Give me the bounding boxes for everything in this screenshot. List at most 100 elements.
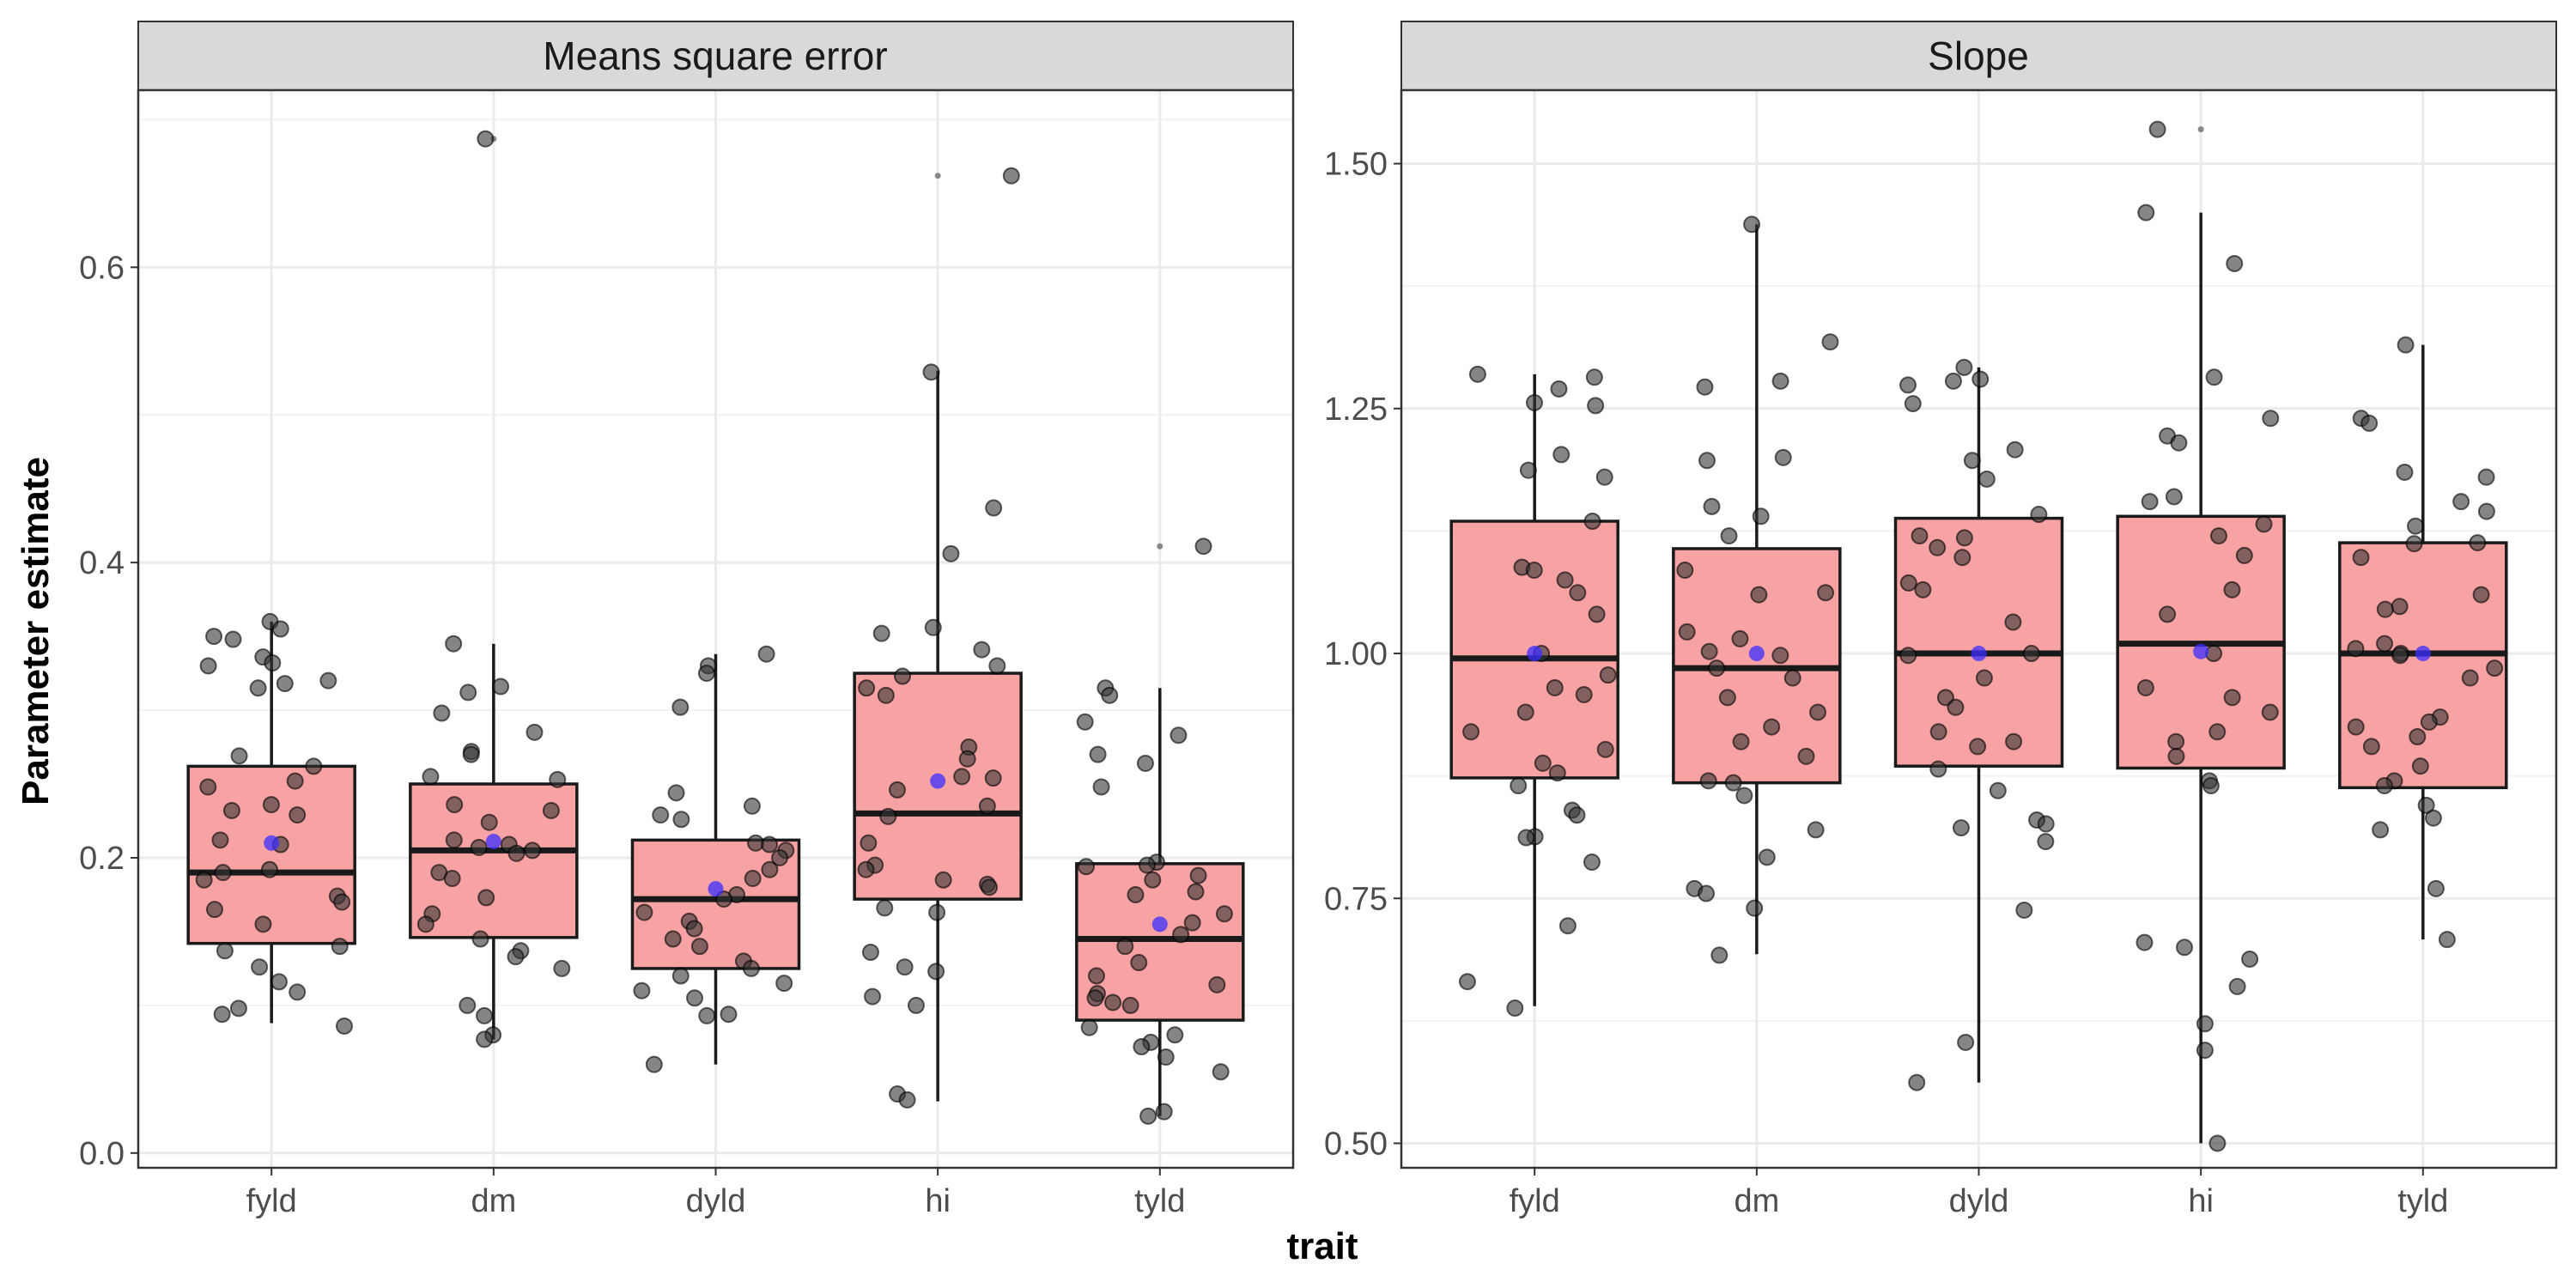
data-point (331, 938, 349, 956)
data-point (1944, 372, 1962, 390)
outlier-point (2197, 126, 2204, 133)
data-point (1525, 393, 1543, 411)
data-point (1089, 745, 1107, 763)
data-point (877, 686, 895, 704)
y-tick-label: 1.00 (1324, 636, 1388, 672)
data-point (462, 745, 480, 763)
data-point (2205, 368, 2223, 386)
data-point (978, 797, 996, 815)
y-tick-label: 0.0 (79, 1136, 125, 1172)
data-point (671, 698, 690, 716)
data-point (2170, 434, 2188, 452)
data-point (224, 630, 242, 648)
data-point (973, 641, 991, 659)
data-point (1678, 623, 1696, 641)
data-point (2407, 517, 2425, 535)
data-point (1172, 926, 1190, 944)
data-point (1731, 629, 1749, 647)
data-point (1899, 647, 1917, 665)
mean-point (1527, 646, 1543, 662)
strip-background-slope (1400, 21, 2557, 91)
y-tick-label: 0.50 (1324, 1126, 1388, 1162)
data-point (1975, 669, 1993, 687)
data-point (1510, 777, 1528, 795)
data-point (1569, 584, 1587, 602)
plot-area-mse: 0.0 0.2 0.4 0.6 fyld dm dyld hi tyld (79, 88, 1295, 1219)
strip-background-mse (137, 21, 1294, 91)
data-point (2208, 1134, 2227, 1152)
data-point (254, 915, 272, 933)
data-point (698, 1006, 716, 1024)
mean-point (264, 835, 280, 851)
data-point (1783, 669, 1801, 687)
data-point (271, 620, 289, 638)
data-point (2375, 777, 2393, 795)
data-point (446, 796, 464, 814)
x-tick-label-dyld: dyld (686, 1183, 746, 1219)
data-point (927, 963, 945, 981)
data-point (2396, 463, 2414, 481)
strip-title-slope: Slope (1928, 33, 2029, 78)
data-point (864, 987, 882, 1005)
strip-title-mse: Means square error (543, 33, 887, 78)
data-point (2196, 1015, 2214, 1033)
mean-point (1748, 646, 1765, 662)
data-point (1519, 461, 1537, 479)
data-point (761, 835, 779, 854)
data-point (2477, 502, 2495, 520)
data-point (2391, 647, 2409, 665)
data-point (1187, 883, 1205, 901)
data-point (1676, 562, 1694, 580)
data-point (2196, 1042, 2214, 1060)
data-point (898, 1091, 916, 1109)
data-point (2372, 821, 2390, 839)
data-point (1952, 819, 1970, 837)
data-point (652, 806, 670, 824)
data-point (1700, 642, 1718, 660)
data-point (1194, 538, 1212, 556)
data-point (2030, 506, 2048, 524)
data-point (2235, 546, 2253, 564)
data-point (1170, 726, 1188, 744)
data-point (526, 723, 544, 741)
data-point (761, 860, 779, 878)
data-point (213, 1005, 231, 1024)
data-point (1718, 689, 1736, 707)
data-point (222, 801, 240, 819)
data-point (1516, 703, 1534, 721)
data-point (1743, 216, 1761, 234)
data-point (934, 871, 952, 889)
box-hi (2116, 126, 2286, 1144)
data-point (1821, 333, 1839, 351)
data-point (984, 769, 1002, 787)
mean-point (485, 834, 501, 850)
data-point (1104, 993, 1122, 1012)
data-point (477, 130, 495, 148)
data-point (1797, 747, 1815, 765)
data-point (205, 628, 223, 646)
data-point (1166, 1026, 1184, 1044)
x-tick-label-hi: hi (2188, 1183, 2214, 1219)
data-point (928, 903, 946, 921)
data-point (1215, 905, 1233, 923)
data-point (1458, 973, 1476, 991)
plot-area-slope: 0.50 0.75 1.00 1.25 1.50 fyld dm dyld hi tyld (1324, 88, 2558, 1219)
data-point (1599, 666, 1617, 684)
data-point (260, 860, 278, 878)
data-point (2241, 950, 2259, 968)
panel-means-square-error: Means square error 0.0 0.2 0.4 0.6 fyld dm dyl… (79, 21, 1295, 1219)
data-point (1101, 686, 1119, 704)
data-point (249, 679, 267, 697)
data-point (872, 624, 890, 642)
data-point (1699, 772, 1717, 790)
data-point (333, 893, 351, 911)
data-point (2159, 605, 2177, 623)
data-point (2141, 493, 2159, 511)
data-point (2255, 515, 2273, 533)
data-point (1157, 1048, 1175, 1066)
data-point (276, 675, 294, 693)
data-point (1595, 468, 1613, 486)
data-point (2469, 534, 2487, 552)
data-point (1978, 470, 1996, 488)
